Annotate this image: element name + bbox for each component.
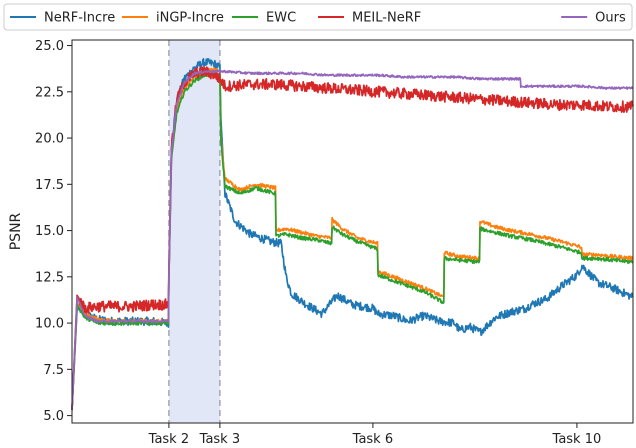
- series-line-ours: [71, 69, 634, 411]
- y-axis-title: PSNR: [8, 212, 24, 250]
- legend-label: iNGP-Incre: [156, 11, 224, 26]
- y-tick-label: 22.5: [35, 85, 64, 100]
- plot-frame: [71, 39, 634, 424]
- y-tick-label: 25.0: [35, 39, 64, 54]
- x-tick-label: Task 6: [352, 432, 393, 447]
- y-tick-label: 15.0: [35, 224, 64, 239]
- y-tick-label: 7.5: [43, 363, 64, 378]
- y-tick-label: 5.0: [43, 409, 64, 424]
- y-tick-label: 17.5: [35, 178, 64, 193]
- y-tick-label: 12.5: [35, 270, 64, 285]
- legend: NeRF-Incre iNGP-Incre EWC MEIL-NeRF Ours: [3, 3, 633, 31]
- y-tick-label: 20.0: [35, 132, 64, 147]
- legend-label: Ours: [595, 11, 626, 26]
- x-tick-label: Task 2: [148, 432, 189, 447]
- legend-label: NeRF-Incre: [44, 11, 115, 26]
- legend-label: MEIL-NeRF: [352, 11, 421, 26]
- series-line-meil-nerf: [71, 66, 634, 411]
- y-tick-label: 10.0: [35, 317, 64, 332]
- x-tick-label: Task 10: [552, 432, 602, 447]
- x-tick-label: Task 3: [199, 432, 240, 447]
- series-line-ewc: [71, 70, 634, 411]
- legend-label: EWC: [266, 11, 296, 26]
- series-line-ingp-incre: [71, 67, 634, 411]
